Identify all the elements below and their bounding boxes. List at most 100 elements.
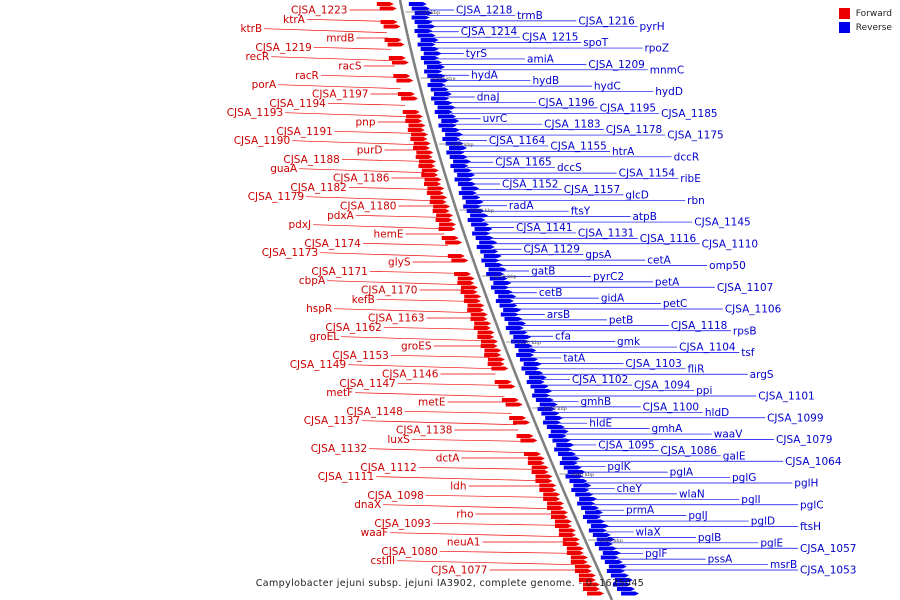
reverse-gene-arrow — [530, 384, 549, 389]
reverse-gene-label: mnmC — [650, 64, 684, 76]
reverse-gene-arrow — [434, 110, 453, 114]
forward-gene-arrow — [432, 209, 450, 213]
forward-gene-arrow — [463, 299, 481, 303]
reverse-gene-label: cheY — [617, 483, 643, 495]
forward-gene-arrow — [435, 218, 453, 222]
forward-gene-arrow — [388, 56, 406, 60]
reverse-gene-arrow — [430, 78, 449, 83]
legend: Forward Reverse — [838, 8, 892, 36]
gene-features — [376, 2, 640, 596]
reverse-gene-label: wlaN — [679, 488, 705, 500]
forward-gene-arrow — [433, 204, 451, 209]
reverse-gene-arrow — [479, 240, 498, 245]
reverse-gene-label: CJSA_1131 — [578, 227, 634, 239]
forward-gene-label: hemE — [374, 229, 404, 241]
forward-gene-arrow — [419, 159, 437, 164]
reverse-gene-arrow — [411, 6, 430, 11]
reverse-gene-label: CJSA_1057 — [800, 543, 856, 555]
reverse-gene-arrow — [510, 339, 529, 344]
reverse-gene-arrow — [577, 501, 596, 506]
forward-gene-arrow — [406, 114, 424, 119]
forward-gene-arrow — [401, 96, 419, 101]
reverse-gene-label: CJSA_1107 — [717, 282, 773, 294]
forward-gene-arrow — [543, 497, 561, 501]
reverse-gene-label: trmB — [517, 10, 543, 22]
forward-gene-arrow — [430, 195, 448, 200]
forward-swatch — [838, 8, 850, 19]
reverse-gene-arrow — [534, 389, 553, 393]
forward-label-connector — [327, 280, 462, 286]
forward-gene-label: purD — [357, 145, 383, 157]
forward-gene-arrow — [547, 501, 565, 506]
reverse-gene-arrow — [450, 164, 469, 168]
reverse-gene-arrow — [543, 420, 562, 425]
forward-gene-label: CJSA_1188 — [283, 154, 339, 166]
forward-gene-label: kefB — [352, 294, 375, 306]
forward-gene-label: CJSA_1098 — [367, 490, 423, 502]
forward-gene-arrow — [426, 191, 444, 195]
reverse-gene-label: ftsH — [800, 521, 821, 533]
kbp-tick-label: 1120 kbp — [517, 340, 541, 346]
reverse-gene-label: CJSA_1218 — [456, 5, 512, 17]
forward-gene-label: CJSA_1190 — [234, 135, 290, 147]
forward-label-connector — [348, 364, 494, 370]
reverse-gene-arrow — [528, 375, 547, 380]
reverse-gene-label: pyrH — [640, 21, 665, 33]
reverse-gene-label: pglC — [800, 499, 824, 511]
reverse-gene-arrow — [442, 137, 461, 141]
reverse-gene-label: CJSA_1178 — [606, 124, 662, 136]
kbp-tick-label: 1200 kbp — [432, 76, 456, 82]
forward-label-connector — [313, 224, 443, 230]
reverse-gene-arrow — [423, 60, 442, 65]
reverse-gene-label: CJSA_1100 — [643, 401, 699, 413]
forward-gene-arrow — [383, 24, 401, 29]
reverse-gene-arrow — [463, 204, 482, 209]
reverse-gene-label: CJSA_1175 — [667, 130, 723, 142]
forward-gene-arrow — [570, 555, 588, 560]
reverse-gene-arrow — [586, 519, 605, 524]
reverse-gene-arrow — [508, 321, 527, 326]
reverse-gene-label: CJSA_1209 — [588, 59, 644, 71]
reverse-gene-label: CJSA_1154 — [619, 168, 676, 180]
forward-gene-arrow — [451, 258, 469, 263]
forward-gene-arrow — [439, 222, 457, 227]
reverse-gene-arrow — [592, 533, 611, 537]
forward-gene-arrow — [424, 182, 442, 186]
forward-label-connector — [264, 28, 387, 34]
forward-label-connector — [397, 382, 501, 386]
reverse-gene-label: CJSA_1129 — [523, 244, 579, 256]
forward-gene-arrow — [558, 528, 576, 533]
forward-gene-label: CJSA_1146 — [382, 369, 439, 381]
reverse-gene-arrow — [490, 285, 509, 290]
forward-gene-label: guaA — [270, 163, 298, 175]
forward-gene-label: pnp — [356, 117, 376, 129]
forward-gene-label: CJSA_1223 — [291, 5, 347, 17]
forward-gene-label: CJSA_1132 — [311, 443, 367, 455]
forward-gene-arrow — [531, 470, 549, 474]
reverse-gene-arrow — [550, 429, 569, 434]
reverse-gene-arrow — [446, 150, 465, 155]
reverse-gene-arrow — [449, 155, 468, 159]
reverse-gene-label: hydC — [594, 81, 621, 93]
reverse-gene-arrow — [513, 335, 532, 339]
reverse-gene-arrow — [438, 114, 457, 119]
forward-gene-arrow — [527, 456, 545, 461]
forward-gene-label: CJSA_1112 — [360, 462, 416, 474]
reverse-gene-label: atpB — [632, 211, 656, 223]
forward-label-connector — [299, 168, 425, 174]
forward-gene-arrow — [509, 416, 527, 420]
forward-gene-arrow — [527, 461, 545, 465]
forward-label-connector — [341, 158, 422, 162]
forward-gene-label: racR — [295, 70, 319, 82]
forward-gene-arrow — [578, 578, 596, 582]
forward-gene-arrow — [411, 132, 429, 137]
forward-gene-label: rho — [456, 509, 473, 521]
reverse-gene-arrow — [588, 528, 607, 533]
reverse-gene-arrow — [427, 74, 446, 78]
forward-gene-arrow — [578, 573, 596, 578]
reverse-gene-label: cetB — [539, 287, 563, 299]
forward-gene-label: ktrB — [240, 23, 262, 35]
reverse-gene-label: petA — [655, 276, 680, 288]
reverse-gene-label: spoT — [583, 37, 609, 49]
